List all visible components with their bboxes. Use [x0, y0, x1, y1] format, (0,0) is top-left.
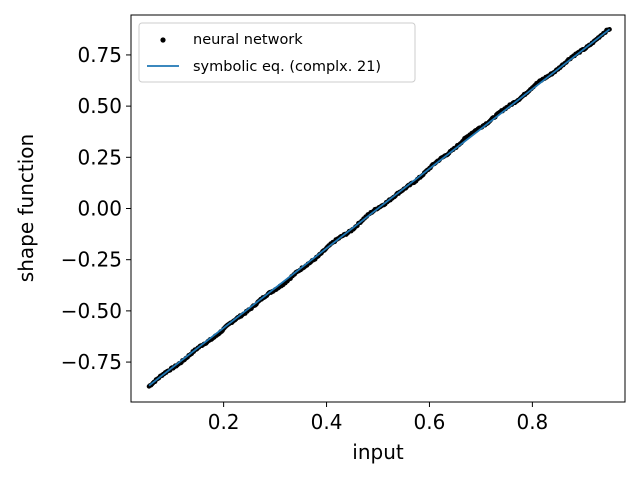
legend-label-symbolic-eq: symbolic eq. (complx. 21) [193, 59, 381, 75]
legend-box [138, 22, 416, 83]
y-tick-label: −0.75 [61, 350, 122, 374]
legend-scatter-marker [160, 37, 166, 43]
symbolic-eq-line [148, 28, 611, 387]
plot-area [146, 27, 612, 389]
y-tick-label: 0.50 [77, 94, 122, 118]
x-tick-label: 0.2 [208, 410, 240, 434]
y-axis-label: shape function [14, 134, 38, 282]
y-tick-label: −0.25 [61, 248, 122, 272]
y-axis: −0.75 −0.50 −0.25 0.00 0.25 0.50 0.75 [61, 43, 131, 374]
x-tick-label: 0.6 [414, 410, 446, 434]
x-tick-label: 0.4 [311, 410, 343, 434]
y-tick-label: 0.00 [77, 197, 122, 221]
y-tick-label: −0.50 [61, 299, 122, 323]
legend-label-neural-network: neural network [193, 32, 303, 48]
x-tick-label: 0.8 [516, 410, 548, 434]
x-axis: 0.2 0.4 0.6 0.8 [208, 402, 548, 434]
legend: neural network symbolic eq. (complx. 21) [138, 22, 416, 83]
y-tick-label: 0.25 [77, 145, 122, 169]
x-axis-label: input [352, 440, 404, 464]
y-tick-label: 0.75 [77, 43, 122, 67]
